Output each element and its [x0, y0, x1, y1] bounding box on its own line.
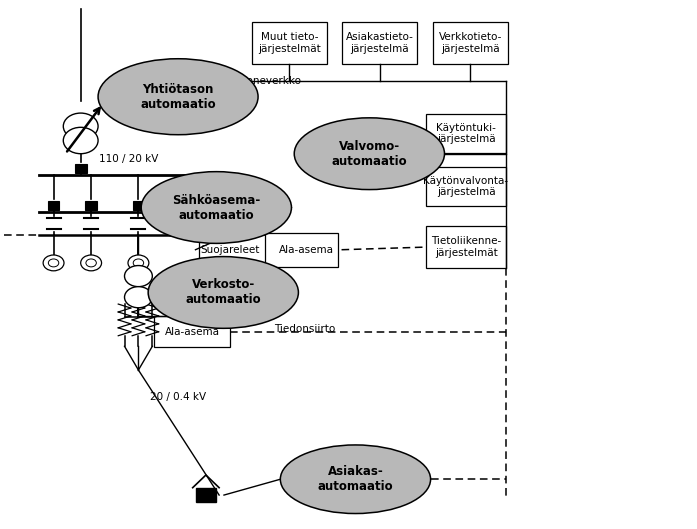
Ellipse shape: [148, 257, 298, 329]
Text: Sähköasema-
automaatio: Sähköasema- automaatio: [172, 194, 261, 222]
Circle shape: [48, 259, 59, 267]
Text: Asiakas-
automaatio: Asiakas- automaatio: [318, 465, 393, 493]
Circle shape: [63, 127, 98, 154]
Bar: [75, 164, 86, 172]
FancyBboxPatch shape: [342, 22, 418, 64]
FancyBboxPatch shape: [426, 226, 506, 268]
Text: Tietoliikenne-
järjestelmät: Tietoliikenne- järjestelmät: [431, 236, 501, 258]
Text: Asiakastieto-
järjestelmä: Asiakastieto- järjestelmä: [346, 32, 414, 54]
Ellipse shape: [141, 171, 291, 243]
FancyBboxPatch shape: [154, 316, 230, 348]
Text: Verkosto-
automaatio: Verkosto- automaatio: [185, 278, 261, 306]
Text: Verkkotieto-
järjestelmä: Verkkotieto- järjestelmä: [438, 32, 502, 54]
Ellipse shape: [98, 59, 258, 135]
FancyBboxPatch shape: [252, 22, 327, 64]
Text: Käytönvalvonta-
järjestelmä: Käytönvalvonta- järjestelmä: [424, 176, 509, 197]
FancyBboxPatch shape: [426, 167, 506, 206]
Ellipse shape: [294, 118, 445, 189]
Text: Käytöntuki-
järjestelmä: Käytöntuki- järjestelmä: [436, 123, 496, 144]
Text: 20 / 0.4 kV: 20 / 0.4 kV: [151, 393, 206, 403]
Circle shape: [125, 287, 153, 308]
Circle shape: [133, 259, 144, 267]
Circle shape: [63, 113, 98, 140]
Circle shape: [86, 259, 96, 267]
Circle shape: [81, 255, 102, 271]
Text: Suojareleet: Suojareleet: [201, 245, 260, 255]
Text: Valvomo-
automaatio: Valvomo- automaatio: [332, 140, 407, 168]
Text: Ala-asema: Ala-asema: [279, 245, 335, 255]
Text: Ala-asema: Ala-asema: [164, 326, 220, 336]
Text: 110 / 20 kV: 110 / 20 kV: [100, 154, 159, 164]
Text: Tiedonsiirto: Tiedonsiirto: [274, 324, 335, 334]
Bar: [47, 200, 59, 209]
Bar: [132, 200, 144, 209]
Text: Muut tieto-
järjestelmät: Muut tieto- järjestelmät: [258, 32, 321, 54]
FancyBboxPatch shape: [426, 114, 506, 153]
Bar: [196, 488, 215, 503]
FancyBboxPatch shape: [433, 22, 508, 64]
Text: Yhtiötason
automaatio: Yhtiötason automaatio: [140, 83, 216, 111]
Ellipse shape: [280, 445, 431, 514]
FancyBboxPatch shape: [199, 233, 338, 267]
Text: Tietokoneverkko: Tietokoneverkko: [215, 76, 301, 86]
Circle shape: [128, 255, 149, 271]
Circle shape: [43, 255, 64, 271]
Bar: [85, 200, 97, 209]
Circle shape: [125, 266, 153, 287]
